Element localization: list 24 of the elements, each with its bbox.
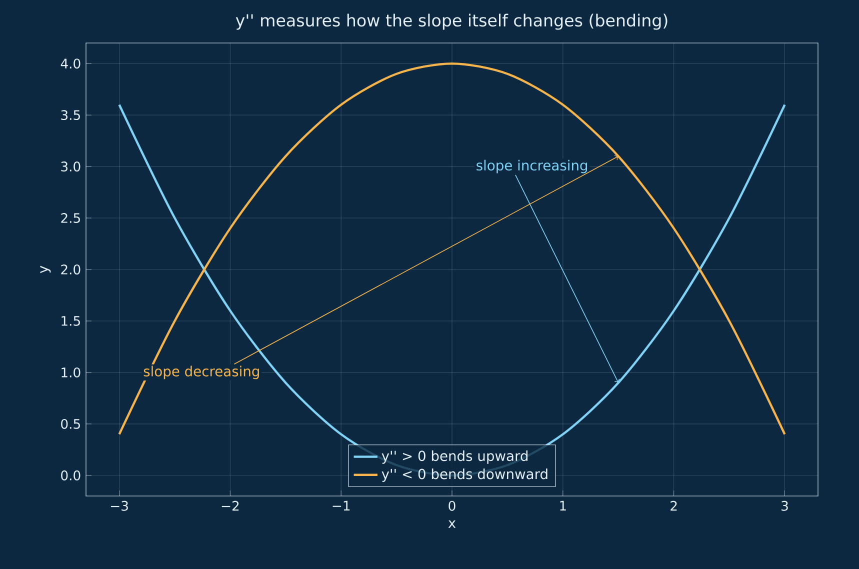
legend-label: y'' < 0 bends downward — [382, 468, 548, 482]
x-tick-label: −1 — [332, 500, 350, 510]
y-tick-label: 3.5 — [61, 110, 80, 120]
annotation: slope decreasing — [144, 366, 259, 380]
x-axis-title: x — [448, 520, 456, 528]
y-tick-label: 0.5 — [61, 418, 80, 429]
line-series — [118, 62, 786, 436]
y-tick-label: 3.0 — [61, 162, 80, 172]
annotation: slope increasing — [476, 160, 588, 174]
y-tick-label: 2.5 — [61, 213, 80, 223]
x-tick-label: 3 — [782, 500, 788, 511]
x-tick-label: −3 — [110, 500, 128, 511]
legend-label: y'' > 0 bends upward — [382, 450, 528, 464]
y-tick-label: 1.5 — [62, 316, 80, 326]
chart-title: y'' measures how the slope itself changes (bending) — [236, 14, 668, 30]
y-tick-label: 4.0 — [60, 58, 80, 69]
x-tick-label: −2 — [222, 500, 239, 511]
y-tick-label: 0.0 — [61, 470, 80, 480]
x-tick-label: 1 — [560, 500, 566, 510]
y-tick-label: 1.0 — [62, 367, 80, 378]
x-tick-label: 0 — [448, 500, 456, 511]
y-tick-label: 2.0 — [61, 264, 80, 274]
y-axis-title: y — [40, 266, 51, 274]
x-tick-label: 2 — [670, 500, 677, 511]
